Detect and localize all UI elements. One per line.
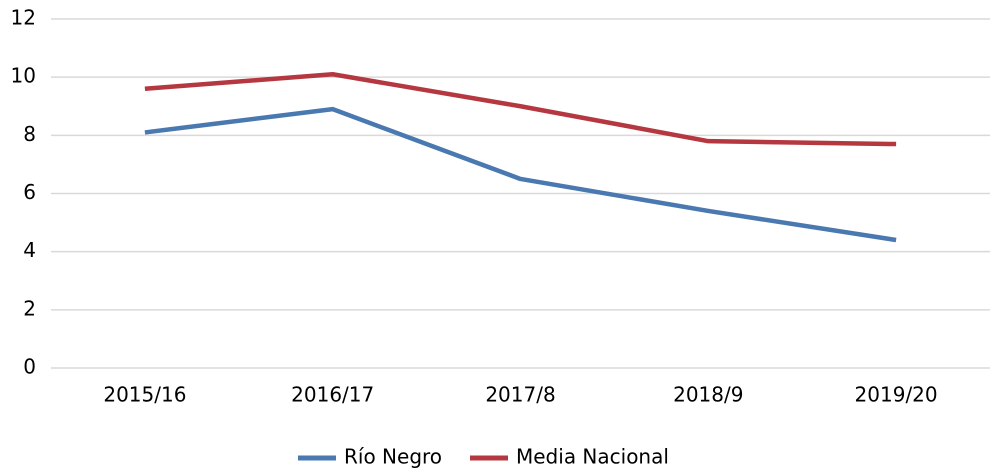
x-tick-label: 2015/16: [103, 383, 186, 407]
y-tick-label: 2: [23, 296, 36, 320]
y-tick-label: 0: [23, 355, 36, 379]
y-tick-label: 8: [23, 122, 36, 146]
series-line: [144, 72, 897, 147]
x-tick-label: 2017/8: [485, 383, 555, 407]
x-tick-label: 2019/20: [855, 383, 938, 407]
x-tick-label: 2016/17: [291, 383, 374, 407]
legend-label: Media Nacional: [516, 445, 669, 469]
y-tick-label: 10: [11, 64, 36, 88]
x-tick-label: 2018/9: [673, 383, 743, 407]
series-line: [144, 106, 897, 243]
y-tick-label: 4: [23, 238, 36, 262]
legend-label: Río Negro: [344, 445, 442, 469]
y-tick-label: 12: [11, 6, 36, 30]
y-tick-label: 6: [23, 180, 36, 204]
